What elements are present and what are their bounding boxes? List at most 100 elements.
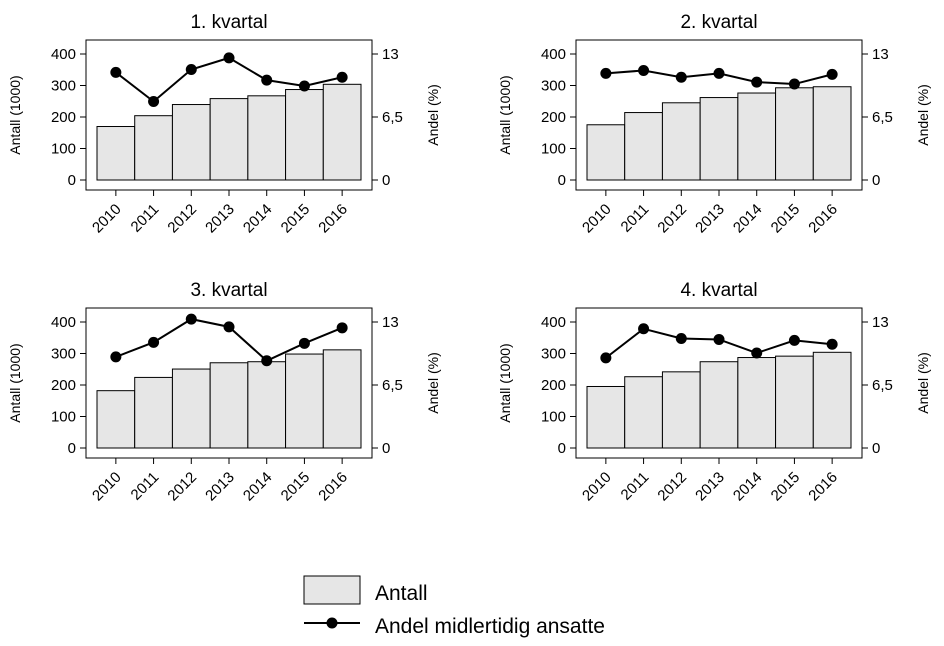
bar-2011 [624,376,663,449]
y2-tick-label: 6,5 [872,109,893,126]
x-tick-label: 2015 [768,201,804,237]
bar-2013 [209,98,249,181]
bar-2014 [247,361,287,449]
y-tick-label: 100 [51,409,76,426]
x-tick-label: 2013 [202,469,238,505]
bar-2014 [737,357,777,449]
y-tick-label: 200 [51,109,76,126]
y-tick-label: 100 [541,141,566,158]
bar-2010 [96,390,136,449]
x-tick-label: 2010 [89,201,125,237]
share-point-2011 [148,336,160,348]
y2-tick-label: 13 [872,46,889,63]
y2-tick-label: 0 [382,440,390,457]
share-point-2012 [675,71,687,83]
x-tick-label: 2010 [579,469,615,505]
y2-tick-label: 6,5 [382,109,403,126]
share-point-2016 [826,68,838,80]
share-point-2012 [675,332,687,344]
legend-bar-label: Antall [375,582,428,605]
x-tick-label: 2013 [692,469,728,505]
x-tick-label: 2016 [805,201,841,237]
share-point-2016 [336,322,348,334]
share-point-2014 [751,347,763,359]
share-point-2012 [185,64,197,76]
bar-2016 [812,351,852,449]
x-tick-label: 2014 [730,469,766,505]
y-tick-label: 400 [541,314,566,331]
x-tick-label: 2012 [164,469,200,505]
x-tick-label: 2014 [240,469,276,505]
share-point-2011 [638,64,650,76]
share-point-2011 [638,323,650,335]
bar-2012 [661,371,701,449]
bar-2016 [812,86,852,181]
y2-axis-label: Andel (%) [425,84,441,145]
legend-line-label: Andel midlertidig ansatte [375,615,605,638]
y2-axis-label: Andel (%) [425,352,441,413]
share-point-2010 [600,67,612,79]
y-tick-label: 400 [51,46,76,63]
bar-2012 [171,368,211,449]
share-point-2013 [223,321,235,333]
y2-tick-label: 13 [872,314,889,331]
chart-title: 2. kvartal [680,12,757,33]
bar-2016 [322,349,362,449]
x-tick-label: 2016 [315,201,351,237]
y-tick-label: 200 [541,377,566,394]
x-tick-label: 2014 [240,201,276,237]
chart-title: 1. kvartal [190,12,267,33]
bar-2013 [699,97,739,181]
chart-title: 3. kvartal [190,280,267,301]
x-tick-label: 2012 [654,469,690,505]
y-axis-label: Antall (1000) [7,343,23,422]
x-tick-label: 2010 [579,201,615,237]
bar-2015 [285,353,324,449]
bar-2015 [775,87,814,181]
y-tick-label: 200 [51,377,76,394]
bar-2011 [134,115,173,181]
x-tick-label: 2015 [278,469,314,505]
share-point-2014 [261,74,273,86]
bar-2016 [322,83,362,181]
y2-axis-label: Andel (%) [915,84,931,145]
bar-2010 [586,124,626,181]
y-tick-label: 300 [51,346,76,363]
y-axis-label: Antall (1000) [7,75,23,154]
share-point-2010 [110,66,122,78]
y-axis-label: Antall (1000) [497,343,513,422]
bar-2015 [285,89,324,181]
y-tick-label: 300 [541,78,566,95]
x-tick-label: 2014 [730,201,766,237]
y2-tick-label: 0 [872,440,880,457]
x-tick-label: 2012 [164,201,200,237]
legend-bar-swatch [303,575,361,605]
bar-2012 [661,102,701,181]
share-point-2010 [600,352,612,364]
y2-tick-label: 6,5 [382,377,403,394]
share-point-2013 [223,52,235,64]
x-tick-label: 2011 [618,469,653,504]
share-point-2014 [751,76,763,88]
share-point-2015 [298,337,310,349]
bar-2013 [209,362,249,449]
bar-2013 [699,361,739,449]
chart-panel-4: 4. kvartal 0 100 200 300 400 0 6,5 13 Antall (100… [497,280,931,504]
x-tick-label: 2013 [202,201,238,237]
y2-tick-label: 0 [382,172,390,189]
share-point-2016 [826,338,838,350]
x-tick-label: 2010 [89,469,125,505]
bar-2011 [134,376,173,449]
chart-panels: 1. kvartal 0 100 200 300 400 0 6,5 13 Antall (100… [7,12,931,504]
y-tick-label: 100 [541,409,566,426]
share-point-2013 [713,333,725,345]
share-point-2015 [298,80,310,92]
chart-panel-1: 1. kvartal 0 100 200 300 400 0 6,5 13 Antall (100… [7,12,441,236]
chart-panel-3: 3. kvartal 0 100 200 300 400 0 6,5 13 Antall (100… [7,280,441,504]
chart-panel-2: 2. kvartal 0 100 200 300 400 0 6,5 13 Antall (100… [497,12,931,236]
y2-axis-label: Andel (%) [915,352,931,413]
y2-tick-label: 0 [872,172,880,189]
bar-2014 [247,95,287,181]
